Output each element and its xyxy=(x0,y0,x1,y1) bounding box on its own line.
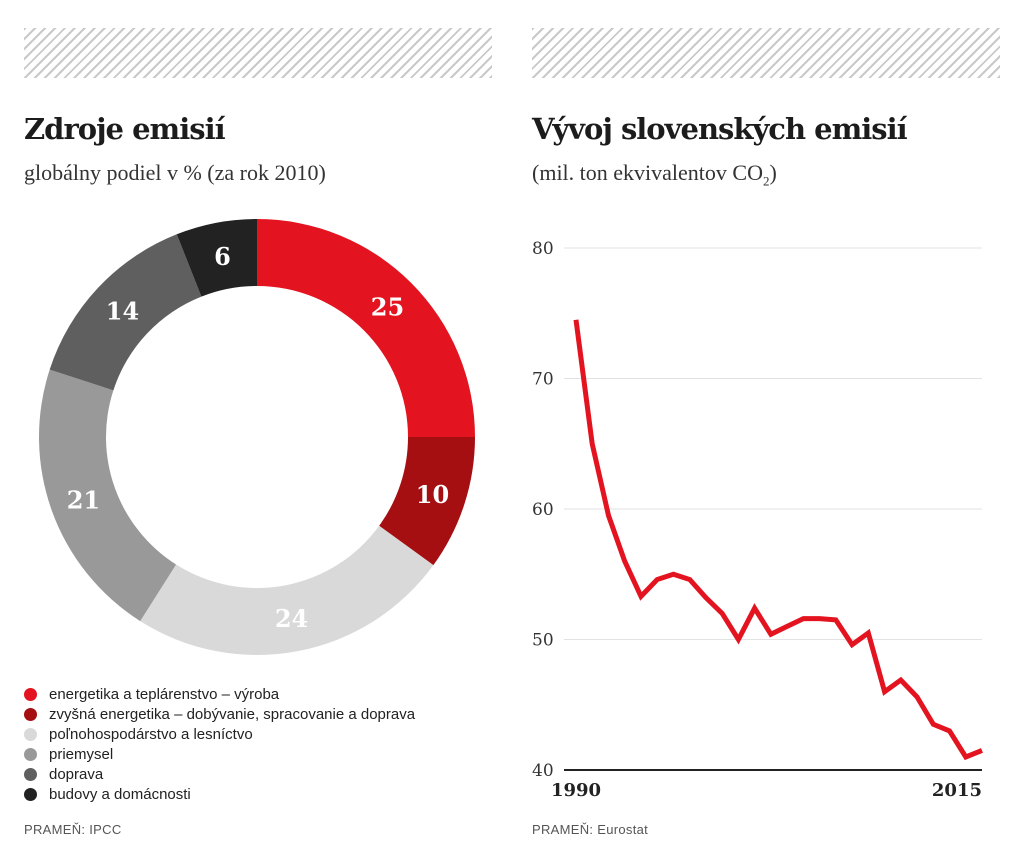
legend-label: doprava xyxy=(49,765,104,783)
legend-label: zvyšná energetika – dobývanie, spracovan… xyxy=(49,705,416,723)
legend-swatch xyxy=(24,687,37,701)
right-chart-subtitle: (mil. ton ekvivalentov CO2) xyxy=(532,160,777,189)
subtitle-text: (mil. ton ekvivalentov CO xyxy=(532,160,763,185)
donut-slice xyxy=(257,219,475,437)
donut-value-label: 25 xyxy=(371,293,404,322)
legend-item: budovy a domácnosti xyxy=(24,784,415,804)
right-chart-title: Vývoj slovenských emisií xyxy=(532,112,908,146)
x-tick-label: 1990 xyxy=(551,780,601,801)
donut-value-label: 6 xyxy=(214,242,231,271)
donut-slice xyxy=(379,437,475,566)
y-tick-label: 80 xyxy=(532,239,554,259)
emissions-line xyxy=(573,319,983,761)
legend-item: zvyšná energetika – dobývanie, spracovan… xyxy=(24,704,415,724)
subtitle-end: ) xyxy=(769,160,777,185)
y-tick-label: 60 xyxy=(532,500,554,520)
donut-value-label: 14 xyxy=(106,297,139,326)
legend-item: poľnohospodárstvo a lesníctvo xyxy=(24,724,415,744)
legend-item: priemysel xyxy=(24,744,415,764)
line-chart: 40 50 60 70 80 1990 2015 xyxy=(532,239,983,801)
donut-value-label: 10 xyxy=(416,480,449,509)
donut-value-label: 21 xyxy=(67,485,100,514)
right-source: PRAMEŇ: Eurostat xyxy=(532,822,649,837)
x-tick-label: 2015 xyxy=(932,780,982,801)
legend-label: energetika a teplárenstvo – výroba xyxy=(49,685,280,703)
donut-chart: 25 10 24 21 14 6 xyxy=(38,219,475,655)
left-hatch-decoration xyxy=(24,28,492,78)
donut-slice xyxy=(49,234,202,391)
legend-item: energetika a teplárenstvo – výroba xyxy=(24,684,415,704)
legend-label: priemysel xyxy=(49,745,114,763)
legend-swatch xyxy=(24,767,37,781)
left-source: PRAMEŇ: IPCC xyxy=(24,822,122,837)
donut-legend: energetika a teplárenstvo – výroba zvyšná… xyxy=(24,684,415,804)
y-tick-label: 50 xyxy=(532,631,554,651)
donut-value-label: 24 xyxy=(275,604,308,633)
donut-slice xyxy=(140,525,434,655)
legend-swatch xyxy=(24,787,37,801)
donut-slice xyxy=(38,369,177,622)
left-chart-subtitle: globálny podiel v % (za rok 2010) xyxy=(24,160,326,185)
subtitle-subscript: 2 xyxy=(762,173,770,189)
legend-swatch xyxy=(24,747,37,761)
y-tick-label: 70 xyxy=(532,370,554,390)
legend-swatch xyxy=(24,727,37,741)
right-hatch-decoration xyxy=(532,28,1000,78)
legend-swatch xyxy=(24,707,37,721)
donut-slice xyxy=(176,219,257,297)
legend-item: doprava xyxy=(24,764,415,784)
left-chart-title: Zdroje emisií xyxy=(24,112,226,146)
legend-label: budovy a domácnosti xyxy=(49,785,191,803)
legend-label: poľnohospodárstvo a lesníctvo xyxy=(49,725,253,743)
y-tick-label: 40 xyxy=(532,761,554,781)
